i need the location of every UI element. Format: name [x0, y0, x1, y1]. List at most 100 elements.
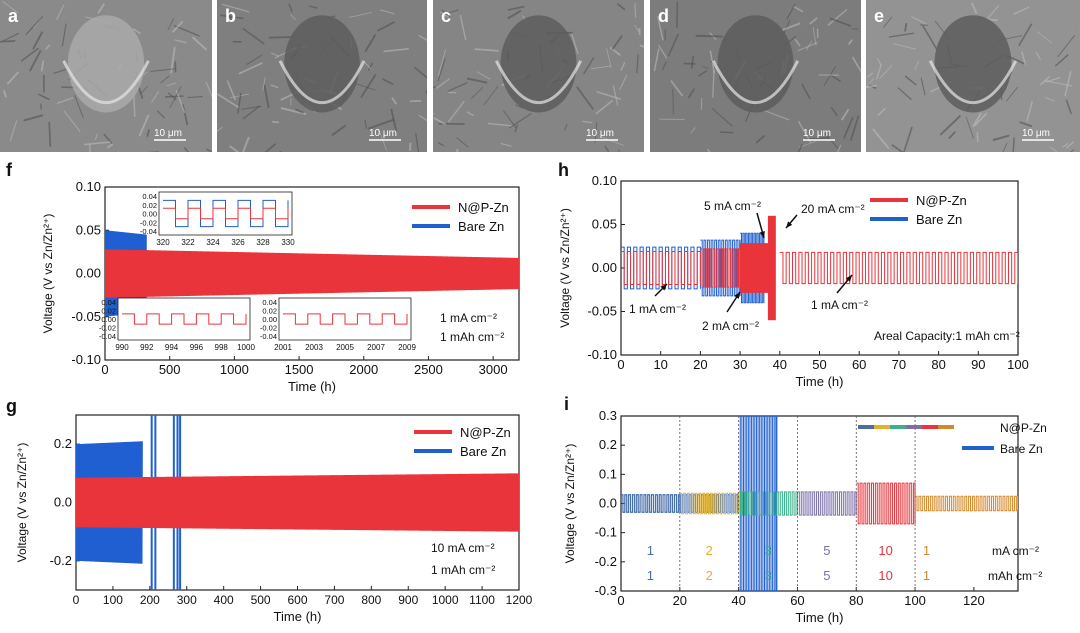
series-np-zn	[105, 249, 519, 298]
y-axis-label: Voltage (V vs Zn/Zn²⁺)	[563, 444, 577, 564]
x-tick-label: 80	[931, 357, 945, 372]
x-axis-label: Time (h)	[288, 379, 336, 394]
y-tick-label: 0.2	[54, 436, 72, 451]
y-tick-label: 0.00	[592, 260, 617, 275]
x-tick-label: 50	[812, 357, 826, 372]
condition-capacity: 1 mAh cm⁻²	[440, 330, 504, 344]
arrow-head	[845, 275, 852, 282]
sem-texture: e 10 μm	[866, 0, 1080, 152]
scale-bar-label: 10 μm	[586, 128, 614, 139]
legend-label: N@P-Zn	[916, 193, 967, 208]
inset-y-tick-label: -0.02	[260, 324, 277, 333]
panel-letter: d	[658, 6, 669, 26]
inset-x-tick-label: 330	[281, 238, 295, 247]
condition-current: 1 mA cm⁻²	[440, 311, 497, 325]
x-tick-label: 200	[140, 593, 160, 607]
segment-current-label: 3	[764, 543, 771, 558]
segment-current-label: 1	[647, 543, 654, 558]
segment-capacity-label: 10	[878, 568, 892, 583]
inset-x-tick-label: 996	[190, 343, 204, 352]
x-tick-label: 0	[73, 593, 80, 607]
legend-label: Bare Zn	[1000, 442, 1043, 456]
x-tick-label: 80	[849, 593, 863, 608]
y-tick-label: -0.2	[50, 553, 72, 568]
arrow-head	[759, 231, 765, 238]
segment-current-label: 5	[823, 543, 830, 558]
panel-letter: a	[8, 6, 19, 26]
y-tick-label: -0.2	[595, 554, 617, 569]
inset-x-tick-label: 2001	[274, 343, 292, 352]
series-bare-zn	[76, 441, 143, 564]
x-tick-label: 40	[773, 357, 787, 372]
sem-texture: d 10 μm	[650, 0, 861, 152]
y-tick-label: -0.05	[587, 304, 617, 319]
y-tick-label: 0.00	[76, 266, 101, 281]
panel-letter: h	[558, 160, 569, 180]
series-bare-zn-5mA	[740, 232, 765, 304]
inset-y-tick-label: -0.04	[99, 332, 116, 341]
inset-y-tick-label: 0.00	[101, 315, 116, 324]
x-tick-label: 90	[971, 357, 985, 372]
condition-current: 10 mA cm⁻²	[431, 541, 495, 555]
panel-letter: f	[6, 160, 13, 180]
series-bare-zn-2mA	[700, 239, 741, 297]
y-axis-label: Voltage (V vs Zn/Zn²⁺)	[15, 443, 29, 563]
inset-x-tick-label: 324	[206, 238, 220, 247]
series-np-zn-5mA	[740, 243, 769, 293]
x-tick-label: 20	[673, 593, 687, 608]
sem-image-e: e 10 μm	[866, 0, 1080, 152]
x-axis-label: Time (h)	[274, 609, 322, 624]
legend-label: Bare Zn	[460, 444, 506, 459]
x-tick-label: 2500	[414, 362, 443, 377]
annotation-1mA-return: 1 mA cm⁻²	[811, 298, 868, 312]
series-np-zn-2mA	[700, 248, 741, 288]
inset-y-tick-label: -0.02	[99, 324, 116, 333]
panel-letter: b	[225, 6, 236, 26]
inset-x-tick-label: 994	[165, 343, 179, 352]
inset-x-tick-label: 326	[231, 238, 245, 247]
segment-capacity-label: 1	[647, 568, 654, 583]
series-np-zn-segment	[738, 491, 798, 516]
scale-bar-label: 10 μm	[1022, 128, 1050, 139]
inset-y-tick-label: 0.00	[262, 315, 277, 324]
segment-current-label: 1	[923, 543, 930, 558]
arrow-head	[786, 221, 793, 228]
sem-texture: b 10 μm	[217, 0, 427, 152]
segment-current-label: 10	[878, 543, 892, 558]
annotation-20mA: 20 mA cm⁻²	[801, 202, 865, 216]
series-np-zn-segment	[621, 494, 681, 513]
annotation-2mA: 2 mA cm⁻²	[702, 319, 759, 333]
series-np-zn-1mA-return	[779, 251, 1018, 285]
x-tick-label: 70	[892, 357, 906, 372]
y-tick-label: 0.0	[599, 496, 617, 511]
sem-image-a: a 10 μm	[0, 0, 212, 152]
x-tick-label: 600	[287, 593, 307, 607]
segment-current-label: 2	[706, 543, 713, 558]
unit-capacity: mAh cm⁻²	[988, 569, 1042, 583]
series-np-zn-20mA	[767, 215, 776, 321]
inset-x-tick-label: 2003	[305, 343, 323, 352]
inset-y-tick-label: -0.02	[140, 218, 157, 227]
legend-label: N@P-Zn	[1000, 421, 1047, 435]
annotation-1mA: 1 mA cm⁻²	[629, 302, 686, 316]
series-np-zn-segment	[856, 482, 916, 525]
x-tick-label: 10	[653, 357, 667, 372]
legend-label: Bare Zn	[458, 219, 504, 234]
inset-y-tick-label: 0.04	[142, 192, 157, 201]
y-tick-label: -0.1	[595, 525, 617, 540]
series-np-zn-segment	[679, 492, 740, 515]
x-tick-label: 0	[101, 362, 108, 377]
sem-image-c: c 10 μm	[433, 0, 644, 152]
condition-capacity: 1 mAh cm⁻²	[431, 563, 495, 577]
series-np-zn	[76, 473, 519, 532]
legend-label: N@P-Zn	[458, 200, 509, 215]
panel-letter: g	[6, 396, 17, 416]
sem-texture: c 10 μm	[433, 0, 644, 152]
x-tick-label: 300	[177, 593, 197, 607]
x-tick-label: 0	[617, 357, 624, 372]
segment-capacity-label: 3	[764, 568, 771, 583]
y-tick-label: -0.10	[587, 347, 617, 362]
x-tick-label: 500	[159, 362, 181, 377]
inset-x-tick-label: 990	[115, 343, 129, 352]
